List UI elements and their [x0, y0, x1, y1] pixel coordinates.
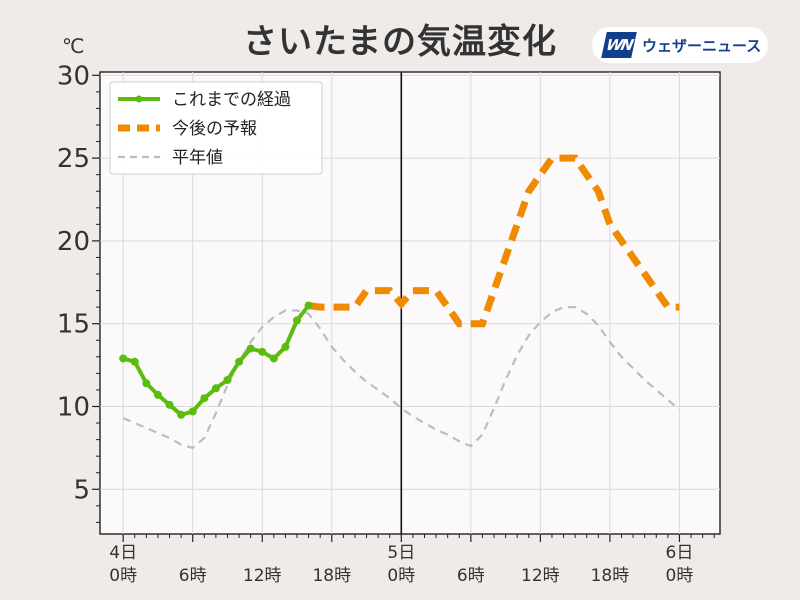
series-point-observed [246, 344, 255, 353]
series-point-observed [165, 400, 174, 409]
series-line-forecast [308, 154, 680, 328]
series-point-observed [153, 390, 162, 399]
series-point-observed [211, 384, 220, 393]
legend-label-observed: これまでの経過 [172, 90, 291, 110]
chart-title: さいたまの気温変化 [243, 22, 557, 62]
series-point-observed [142, 379, 151, 388]
series-point-observed [130, 357, 139, 366]
y-tick-label: 20 [57, 227, 90, 257]
x-tick-label-hour: 12時 [243, 566, 282, 586]
series-point-observed [119, 354, 128, 363]
x-tick-label-hour: 18時 [312, 566, 351, 586]
brand-name: ウェザーニュース [642, 36, 762, 55]
series-point-observed [177, 410, 186, 419]
series-point-observed [223, 376, 232, 384]
legend-label-forecast: 今後の予報 [172, 119, 257, 139]
x-tick-label-hour: 6時 [179, 566, 207, 586]
series-point-observed [235, 357, 244, 366]
axis-ticks: 5 10 15 20 25 30 4日 0時 6時 12時 18時 5日 0時 6時 12時 18時 6日 0時 [57, 61, 715, 586]
x-tick-label-hour: 0時 [387, 566, 415, 586]
x-tick-label-day: 6日 [666, 543, 694, 563]
x-tick-label-day: 5日 [387, 543, 415, 563]
y-tick-label: 30 [57, 61, 90, 91]
series-point-observed [269, 354, 278, 363]
series-point-observed [304, 301, 313, 310]
legend-swatch-observed-marker [135, 95, 143, 103]
x-tick-label-hour: 18時 [591, 566, 630, 586]
y-tick-label: 10 [57, 392, 90, 422]
y-tick-label: 15 [57, 310, 90, 340]
series-point-observed [281, 342, 290, 351]
series-point-observed [293, 316, 302, 325]
legend-box [109, 81, 323, 175]
x-tick-label-hour: 0時 [109, 566, 137, 586]
x-tick-label-day: 4日 [109, 543, 137, 563]
series-line-normal [122, 306, 681, 449]
series-point-observed [258, 347, 267, 356]
x-tick-label-hour: 12時 [521, 566, 560, 586]
y-axis-unit: ℃ [62, 34, 85, 58]
brand-badge: WN ウェザーニュース [592, 27, 768, 63]
series-point-observed [200, 394, 209, 403]
x-tick-label-hour: 6時 [457, 566, 485, 586]
series-layer [119, 72, 681, 534]
y-tick-label: 5 [73, 475, 90, 505]
legend-label-normal: 平年値 [172, 148, 223, 168]
x-tick-label-hour: 0時 [666, 566, 694, 586]
legend: これまでの経過 今後の予報 平年値 [109, 81, 323, 175]
series-point-observed [188, 407, 197, 416]
y-tick-label: 25 [57, 144, 90, 174]
